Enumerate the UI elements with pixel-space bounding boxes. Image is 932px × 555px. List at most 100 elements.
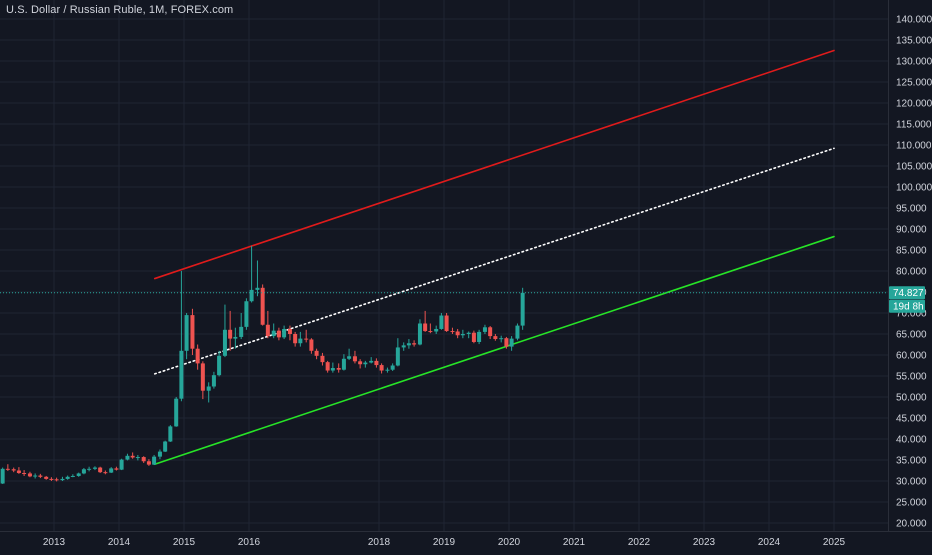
- candle[interactable]: [287, 325, 292, 341]
- candle[interactable]: [293, 331, 298, 347]
- candle[interactable]: [358, 359, 363, 369]
- candle[interactable]: [515, 323, 520, 341]
- candle[interactable]: [352, 350, 357, 364]
- candle[interactable]: [135, 454, 140, 461]
- candle[interactable]: [471, 330, 476, 344]
- candle[interactable]: [22, 470, 27, 476]
- candle[interactable]: [520, 287, 525, 330]
- candle[interactable]: [81, 467, 86, 475]
- candle[interactable]: [0, 467, 5, 484]
- candle[interactable]: [16, 467, 21, 474]
- candle[interactable]: [141, 456, 146, 463]
- candle[interactable]: [265, 310, 270, 339]
- candle[interactable]: [244, 298, 249, 330]
- candle[interactable]: [439, 313, 444, 330]
- candle[interactable]: [460, 329, 465, 339]
- candle[interactable]: [309, 338, 314, 354]
- candle[interactable]: [282, 325, 287, 340]
- candle[interactable]: [200, 361, 205, 400]
- candle[interactable]: [44, 475, 49, 480]
- candle[interactable]: [228, 310, 233, 351]
- candle[interactable]: [428, 323, 433, 334]
- candle[interactable]: [119, 458, 124, 471]
- candle[interactable]: [423, 310, 428, 332]
- candle[interactable]: [130, 452, 135, 459]
- candle[interactable]: [271, 323, 276, 339]
- candle[interactable]: [222, 304, 227, 358]
- candle[interactable]: [109, 467, 114, 474]
- candle[interactable]: [374, 358, 379, 368]
- candle[interactable]: [65, 475, 70, 480]
- candle[interactable]: [482, 324, 487, 334]
- candle[interactable]: [450, 327, 455, 334]
- candle[interactable]: [239, 313, 244, 340]
- time-axis[interactable]: 2013 2014 2015 2016 2018 2019 2020 2021 2022 2023…: [43, 537, 846, 548]
- candle[interactable]: [493, 334, 498, 341]
- candle[interactable]: [98, 466, 103, 474]
- candle[interactable]: [114, 466, 119, 471]
- candle[interactable]: [466, 331, 471, 339]
- candle[interactable]: [406, 339, 411, 349]
- candle[interactable]: [320, 352, 325, 366]
- candle[interactable]: [179, 271, 184, 402]
- candle[interactable]: [444, 313, 449, 332]
- resistance-trendline[interactable]: [153, 49, 835, 280]
- candle[interactable]: [76, 472, 81, 477]
- candle[interactable]: [417, 319, 422, 346]
- candle[interactable]: [103, 470, 108, 475]
- candle[interactable]: [401, 342, 406, 351]
- candle[interactable]: [304, 329, 309, 343]
- candle[interactable]: [211, 371, 216, 389]
- candle-layer[interactable]: [0, 245, 525, 486]
- candle[interactable]: [298, 331, 303, 347]
- candle[interactable]: [174, 397, 179, 427]
- candle[interactable]: [27, 471, 32, 478]
- candle[interactable]: [157, 449, 162, 460]
- price-axis[interactable]: 140.000 135.000 130.000 125.000 120.000 115.0…: [896, 15, 932, 530]
- candle[interactable]: [412, 340, 417, 347]
- candle[interactable]: [49, 477, 54, 481]
- candle[interactable]: [488, 326, 493, 340]
- candle[interactable]: [168, 425, 173, 442]
- candle[interactable]: [330, 362, 335, 373]
- candle[interactable]: [5, 464, 10, 471]
- candle[interactable]: [499, 335, 504, 343]
- candle[interactable]: [233, 327, 238, 349]
- candle[interactable]: [184, 313, 189, 360]
- candle[interactable]: [152, 454, 157, 466]
- candle[interactable]: [390, 363, 395, 371]
- candle[interactable]: [385, 367, 390, 373]
- support-trendline[interactable]: [153, 235, 835, 466]
- candle[interactable]: [54, 477, 59, 482]
- candle[interactable]: [363, 360, 368, 368]
- candle[interactable]: [434, 325, 439, 334]
- candle[interactable]: [92, 466, 97, 471]
- candle[interactable]: [190, 308, 195, 355]
- candle[interactable]: [70, 474, 75, 478]
- candle[interactable]: [379, 363, 384, 374]
- candle[interactable]: [249, 245, 254, 303]
- candle[interactable]: [276, 327, 281, 341]
- candle[interactable]: [60, 476, 65, 481]
- candle[interactable]: [217, 350, 222, 377]
- candle[interactable]: [260, 284, 265, 326]
- candle[interactable]: [146, 459, 151, 466]
- candle[interactable]: [195, 344, 200, 370]
- candle[interactable]: [455, 328, 460, 339]
- candle[interactable]: [255, 260, 260, 297]
- candle[interactable]: [11, 467, 16, 473]
- candle[interactable]: [125, 453, 130, 461]
- candle[interactable]: [395, 338, 400, 367]
- candle[interactable]: [347, 348, 352, 361]
- candle[interactable]: [206, 382, 211, 403]
- candle[interactable]: [341, 354, 346, 371]
- candle[interactable]: [38, 473, 43, 479]
- candle[interactable]: [163, 440, 168, 453]
- candle[interactable]: [314, 348, 319, 360]
- candle[interactable]: [336, 363, 341, 373]
- candle[interactable]: [509, 336, 514, 351]
- candle[interactable]: [325, 360, 330, 373]
- candle[interactable]: [504, 336, 509, 349]
- candle[interactable]: [33, 473, 38, 479]
